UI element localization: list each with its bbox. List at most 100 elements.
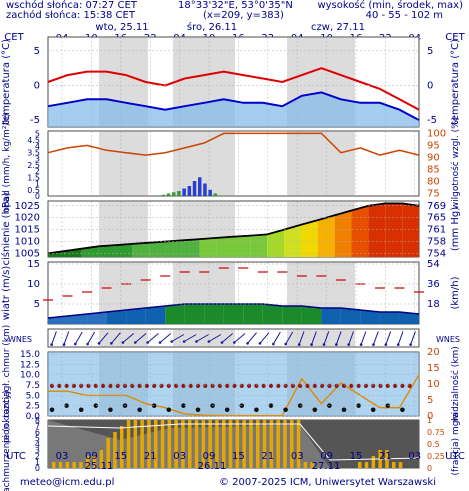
- hour-bottom-label: 03: [173, 451, 186, 462]
- wind-arrow-head: [133, 341, 137, 344]
- temp-tick-right: 5: [427, 46, 433, 57]
- cloud-base-dot: [71, 383, 76, 388]
- day-shade: [287, 329, 355, 347]
- fog-tick: 0: [427, 464, 432, 473]
- elevation-values: 40 - 55 - 102 m: [365, 10, 443, 21]
- cloud-bar: [188, 420, 192, 468]
- wind-arrow: [134, 333, 147, 343]
- dewpoint-area: [48, 92, 419, 127]
- pressure-area-segment: [216, 236, 234, 257]
- cloud-base-dot: [393, 383, 398, 388]
- wind-arrow: [259, 332, 270, 344]
- cloud-bar: [364, 462, 369, 468]
- cloud-axis-label: zachmurzenie (oktanty): [2, 390, 12, 491]
- wind-arrow: [74, 331, 83, 345]
- visibility-right-tick: 10: [427, 379, 440, 390]
- hour-bottom-label: 03: [291, 451, 304, 462]
- low-cloud-dot: [356, 403, 361, 408]
- cloud-tick: 3: [35, 446, 40, 455]
- wind-arrow-head: [220, 341, 224, 344]
- cloud-bar: [167, 420, 172, 468]
- wind-arrow-head: [297, 343, 301, 346]
- wind-arrow: [272, 331, 281, 345]
- wind-arrow: [171, 334, 185, 342]
- cloud-base-dot: [378, 383, 383, 388]
- wind-arrow: [335, 331, 342, 345]
- low-cloud-dot: [49, 407, 55, 413]
- pressure-area-segment: [182, 239, 200, 257]
- cloud-bar: [249, 420, 253, 468]
- cloud-base-dot: [152, 383, 157, 388]
- cloud-bar: [120, 426, 124, 468]
- cloud-base-dot: [239, 383, 244, 388]
- wind-arrow: [159, 333, 172, 343]
- low-cloud-dot: [254, 407, 259, 413]
- pressure-area-segment: [402, 203, 419, 257]
- cloud-base-dot: [254, 383, 259, 388]
- wind-kmh-tick: 54: [427, 259, 440, 270]
- footer-email: meteo@icm.edu.pl: [20, 477, 115, 488]
- precip-bar: [208, 189, 212, 196]
- cloud-base-dot: [407, 383, 412, 388]
- cloud-bar: [256, 420, 260, 468]
- cloud-base-dot: [203, 383, 208, 388]
- cloud-bar: [140, 420, 144, 468]
- wind-arrow-head: [170, 340, 174, 343]
- precip-tick: 1: [35, 180, 40, 189]
- precip-tick: 4: [35, 142, 40, 151]
- wind-arrow-head: [347, 343, 351, 346]
- pressure-tick: 1020: [15, 213, 40, 224]
- wind-arrow-head: [62, 343, 66, 346]
- pressure-area-segment: [385, 203, 403, 257]
- humidity-tick: 100: [427, 128, 446, 139]
- precip-tick: 2: [35, 167, 40, 176]
- cloud-base-dot: [334, 383, 339, 388]
- cloud-bar: [208, 420, 212, 468]
- cloud-bar: [228, 420, 233, 468]
- cloud-bar: [398, 462, 403, 468]
- day-shade: [99, 131, 148, 196]
- cloud-base-dot: [122, 383, 128, 388]
- pressure-area-segment: [317, 215, 335, 257]
- cloud-tick: 8: [35, 416, 40, 425]
- precip-tick: 1.5: [27, 173, 40, 182]
- visibility-tick: 10.0: [20, 371, 40, 381]
- cloud-bar: [106, 438, 110, 468]
- cloud-bar: [86, 456, 90, 468]
- tz-bottom-label-right: UTC: [445, 451, 465, 462]
- wind-axis-label: wiatr (m/s): [1, 266, 12, 321]
- cloud-tick: 2: [35, 452, 40, 461]
- pressure-area-segment: [250, 234, 268, 257]
- precip-tick: 0.5: [27, 186, 40, 195]
- cloud-bar: [371, 456, 376, 468]
- pressure-area-segment: [166, 240, 183, 257]
- wind-mean-area-segment: [204, 304, 224, 324]
- tz-top-label: CET: [4, 32, 24, 43]
- wind-arrow-head: [121, 341, 125, 344]
- cloud-base-dot: [305, 383, 310, 388]
- wind-mean-area-segment: [223, 304, 244, 324]
- hour-bottom-label: 21: [261, 451, 274, 462]
- cloud-base-dot: [57, 383, 62, 388]
- wind-arrow-head: [322, 343, 326, 346]
- cloud-base-dot: [86, 383, 91, 388]
- low-cloud-dot: [385, 403, 391, 408]
- wind-arrow-head: [284, 342, 288, 346]
- low-cloud-dot: [341, 407, 347, 413]
- footer-copyright: © 2007-2025 ICM, Uniwersytet Warszawski: [219, 477, 436, 488]
- cloud-tick: 6: [35, 428, 40, 437]
- precipitation-panel-border: [47, 130, 420, 197]
- precip-tick: 0: [35, 192, 40, 201]
- pressure-mmhg-tick: 754: [427, 248, 446, 259]
- wind-mean-area-segment: [184, 304, 205, 324]
- wind-tick: 10: [27, 279, 40, 290]
- visibility-tick: 5.0: [26, 391, 41, 401]
- cloud-bar: [147, 420, 151, 468]
- precip-bar: [198, 177, 202, 196]
- cloud-base-dot: [232, 383, 237, 388]
- fog-tick: 0.25: [427, 452, 445, 461]
- wind-tick: 5: [34, 299, 40, 310]
- cloud-base-dot: [174, 383, 179, 388]
- visibility-right-tick: 0: [427, 411, 433, 422]
